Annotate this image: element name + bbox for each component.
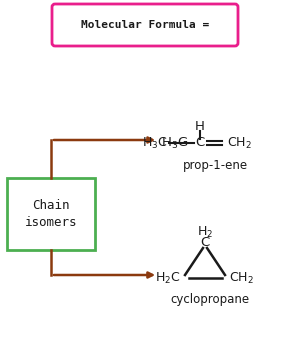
FancyBboxPatch shape bbox=[7, 178, 95, 250]
Text: Chain
isomers: Chain isomers bbox=[25, 199, 77, 229]
Text: $\mathsf{CH_2}$: $\mathsf{CH_2}$ bbox=[227, 135, 252, 150]
Text: $\mathsf{H_2}$: $\mathsf{H_2}$ bbox=[197, 224, 213, 239]
Text: $\mathsf{H_2C}$: $\mathsf{H_2C}$ bbox=[156, 270, 181, 285]
Text: $\mathsf{H_3C}$: $\mathsf{H_3C}$ bbox=[142, 135, 168, 150]
Text: H: H bbox=[195, 119, 205, 133]
Text: cyclopropane: cyclopropane bbox=[171, 294, 250, 307]
Text: C: C bbox=[201, 236, 210, 249]
Text: Molecular Formula =: Molecular Formula = bbox=[81, 20, 209, 30]
Text: prop-1-ene: prop-1-ene bbox=[183, 159, 248, 172]
FancyBboxPatch shape bbox=[52, 4, 238, 46]
Text: C: C bbox=[196, 136, 205, 149]
Text: $\mathsf{CH_2}$: $\mathsf{CH_2}$ bbox=[229, 270, 254, 285]
Text: $\mathregular{H_3}$G: $\mathregular{H_3}$G bbox=[161, 135, 189, 150]
